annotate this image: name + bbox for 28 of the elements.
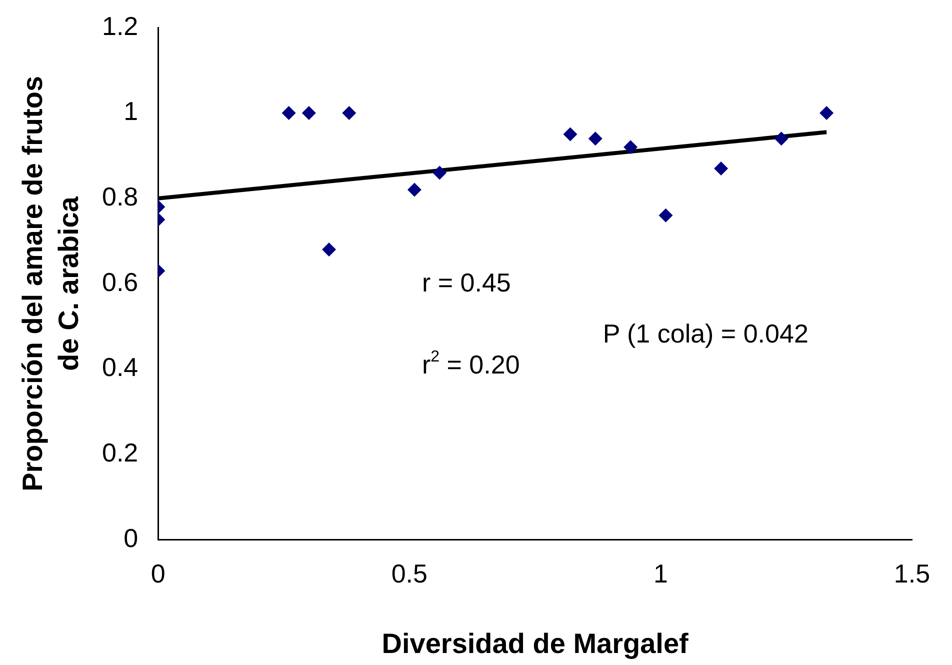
point	[774, 132, 788, 146]
y-tick-label: 0.6	[102, 266, 138, 297]
point	[432, 166, 447, 180]
y-tick-label: 0	[124, 522, 138, 553]
y-tick-label: 0.8	[102, 182, 138, 212]
annotation: r = 0.45	[422, 267, 511, 298]
point	[282, 106, 296, 120]
point	[624, 140, 638, 154]
point	[407, 182, 422, 197]
y-tick-label: 1.2	[102, 10, 138, 41]
x-tick-label: 0.5	[391, 558, 428, 589]
x-axis-title: Diversidad de Margalef	[382, 628, 690, 659]
annotation: P (1 cola) = 0.042	[602, 318, 808, 349]
x-tick-label: 1.5	[894, 558, 930, 589]
point	[714, 161, 728, 176]
point	[820, 106, 834, 120]
point	[658, 208, 673, 222]
point	[588, 132, 602, 146]
point	[342, 106, 356, 120]
point	[322, 242, 336, 257]
y-axis-title: Proporción del amare de frutos de C. arabica	[17, 76, 84, 492]
point	[302, 106, 316, 120]
y-tick-label: 0.2	[102, 438, 138, 468]
point	[563, 127, 578, 142]
x-tick-label: 1	[653, 558, 668, 589]
y-tick-label: 0.4	[102, 352, 138, 382]
y-tick-label: 1	[124, 96, 138, 126]
x-tick-label: 0	[150, 558, 166, 589]
